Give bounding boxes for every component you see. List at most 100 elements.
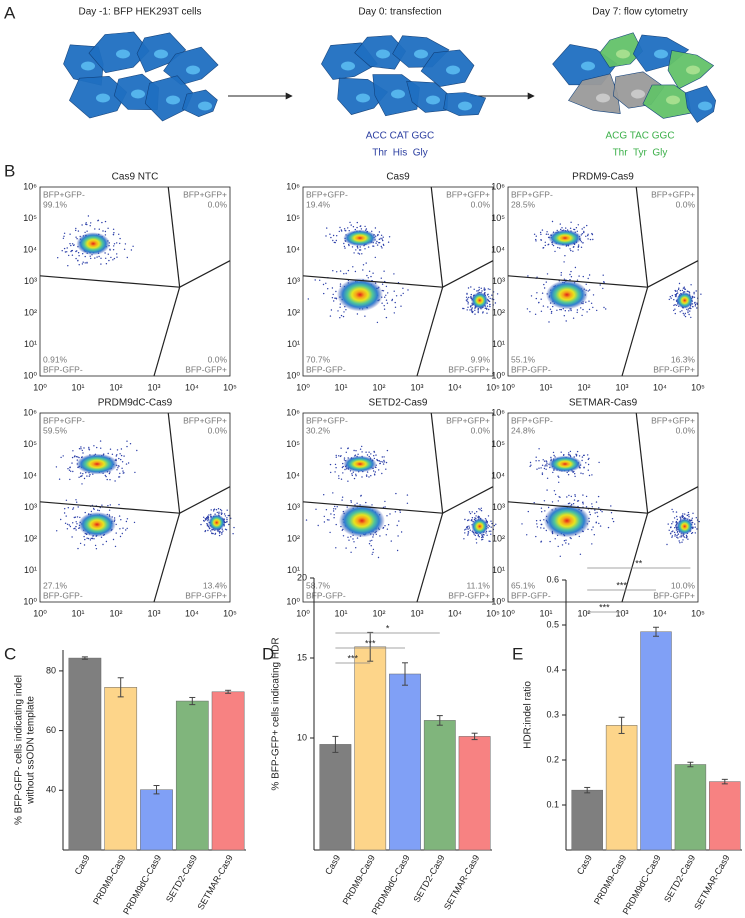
gate-label: 27.1%	[43, 580, 68, 590]
event-dot	[468, 296, 470, 299]
error-bar	[367, 631, 374, 662]
event-dot	[677, 537, 679, 539]
event-dot	[484, 291, 486, 294]
event-dot	[385, 534, 387, 536]
event-dot	[549, 308, 552, 310]
event-dot	[543, 500, 546, 502]
event-dot	[381, 283, 384, 285]
event-dot	[84, 231, 86, 234]
event-dot	[557, 500, 559, 502]
gate-label: 30.2%	[306, 425, 331, 435]
event-dot	[464, 518, 466, 521]
y-tick-label: 10²	[287, 533, 300, 543]
event-dot	[481, 539, 483, 541]
x-tick-label: 10²	[372, 608, 385, 618]
event-dot	[574, 494, 576, 496]
event-dot	[581, 228, 583, 230]
amino-acids: Thr His Gly	[372, 148, 428, 159]
event-dot	[567, 502, 570, 505]
event-dot	[529, 461, 532, 464]
event-dot	[101, 221, 103, 224]
event-dot	[552, 451, 555, 454]
x-tick-label: PRDM9-Cas9	[341, 853, 377, 906]
event-dot	[352, 226, 355, 228]
event-dot	[67, 468, 69, 470]
event-dot	[576, 309, 579, 311]
event-dot	[385, 299, 388, 301]
nucleus	[356, 93, 370, 103]
event-dot	[66, 247, 68, 249]
event-dot	[696, 302, 698, 304]
event-dot	[335, 523, 337, 526]
event-dot	[224, 528, 227, 530]
event-dot	[386, 302, 389, 304]
y-tick-label: 10³	[287, 502, 300, 512]
y-tick-label: 10¹	[287, 565, 300, 575]
event-dot	[343, 242, 345, 245]
event-dot	[366, 475, 368, 477]
event-dot	[356, 537, 359, 539]
nucleus	[96, 93, 110, 103]
event-dot	[487, 293, 489, 295]
event-dot	[221, 531, 223, 534]
event-dot	[82, 473, 84, 475]
event-dot	[125, 520, 128, 523]
event-dot	[407, 289, 409, 291]
bar	[319, 744, 352, 851]
gate-label: 59.5%	[43, 425, 68, 435]
event-dot	[62, 455, 64, 457]
event-dot	[125, 463, 128, 465]
x-tick-label: PRDM9dC-Cas9	[121, 853, 163, 916]
event-dot	[558, 496, 560, 498]
event-dot	[478, 508, 480, 510]
event-dot	[467, 287, 470, 289]
event-dot	[85, 222, 87, 224]
event-dot	[329, 233, 331, 235]
event-dot	[551, 243, 554, 245]
x-tick-label: 10⁵	[486, 608, 500, 618]
event-dot	[466, 525, 468, 528]
event-dot	[690, 532, 693, 535]
event-dot	[552, 244, 555, 247]
nucleus	[446, 65, 460, 75]
event-dot	[359, 246, 361, 248]
event-dot	[100, 536, 103, 538]
event-dot	[573, 499, 576, 501]
event-dot	[78, 264, 80, 266]
event-dot	[539, 519, 541, 522]
event-dot	[61, 250, 63, 252]
event-dot	[541, 464, 544, 466]
event-dot	[540, 239, 542, 241]
event-dot	[102, 230, 104, 232]
event-dot	[577, 249, 579, 251]
event-dot	[75, 229, 77, 232]
y-tick-label: 10⁵	[491, 439, 505, 449]
event-dot	[603, 306, 605, 309]
event-dot	[672, 530, 674, 532]
event-dot	[66, 528, 69, 530]
event-dot	[674, 312, 676, 315]
event-dot	[548, 321, 550, 323]
y-tick-label: 10²	[492, 533, 505, 543]
event-dot	[125, 529, 127, 531]
event-dot	[345, 309, 347, 311]
gate-label: 0.0%	[208, 354, 228, 364]
event-dot	[554, 493, 557, 496]
event-dot	[561, 227, 563, 229]
event-dot	[563, 540, 566, 542]
event-dot	[71, 249, 74, 252]
event-dot	[78, 448, 81, 450]
event-dot	[373, 245, 375, 247]
gate-label: 99.1%	[43, 199, 68, 209]
y-tick-label: 10²	[24, 533, 37, 543]
x-tick-label: 10⁵	[486, 382, 500, 392]
event-dot	[670, 526, 672, 529]
event-dot	[569, 279, 571, 281]
event-dot	[93, 445, 95, 447]
event-dot	[76, 523, 78, 525]
event-dot	[535, 235, 537, 237]
event-dot	[686, 308, 688, 311]
density	[676, 292, 694, 309]
event-dot	[474, 534, 476, 537]
event-dot	[353, 477, 356, 480]
